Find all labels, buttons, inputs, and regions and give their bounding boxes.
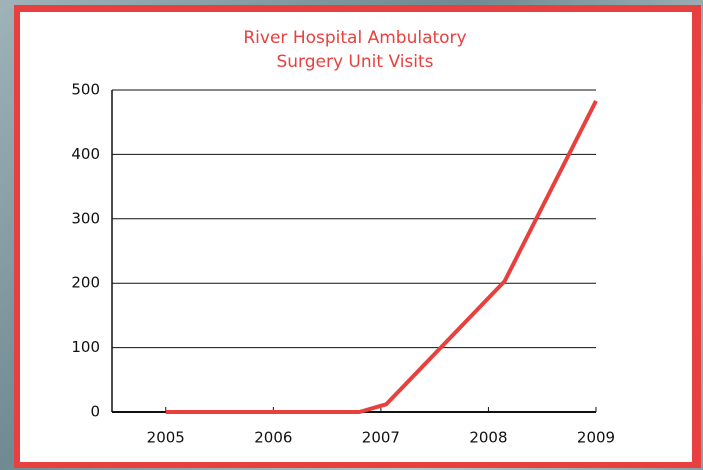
- x-tick-label: 2009: [577, 429, 615, 447]
- y-tick-label: 400: [71, 145, 100, 163]
- x-tick-label: 2005: [147, 429, 185, 447]
- x-tick-label: 2007: [362, 429, 400, 447]
- x-tick-label: 2006: [254, 429, 292, 447]
- y-tick-label: 500: [71, 81, 100, 99]
- page: {"chart_data": {"type": "line", "title":…: [0, 0, 703, 470]
- y-tick-label: 100: [71, 338, 100, 356]
- chart-title: River Hospital Ambulatory: [243, 28, 466, 48]
- y-tick-label: 300: [71, 209, 100, 227]
- y-tick-label: 0: [90, 403, 100, 421]
- data-line: [166, 101, 596, 412]
- chart-title: Surgery Unit Visits: [276, 52, 433, 72]
- x-tick-label: 2008: [469, 429, 507, 447]
- chart: River Hospital Ambulatory Surgery Unit V…: [0, 0, 703, 470]
- y-tick-label: 200: [71, 274, 100, 292]
